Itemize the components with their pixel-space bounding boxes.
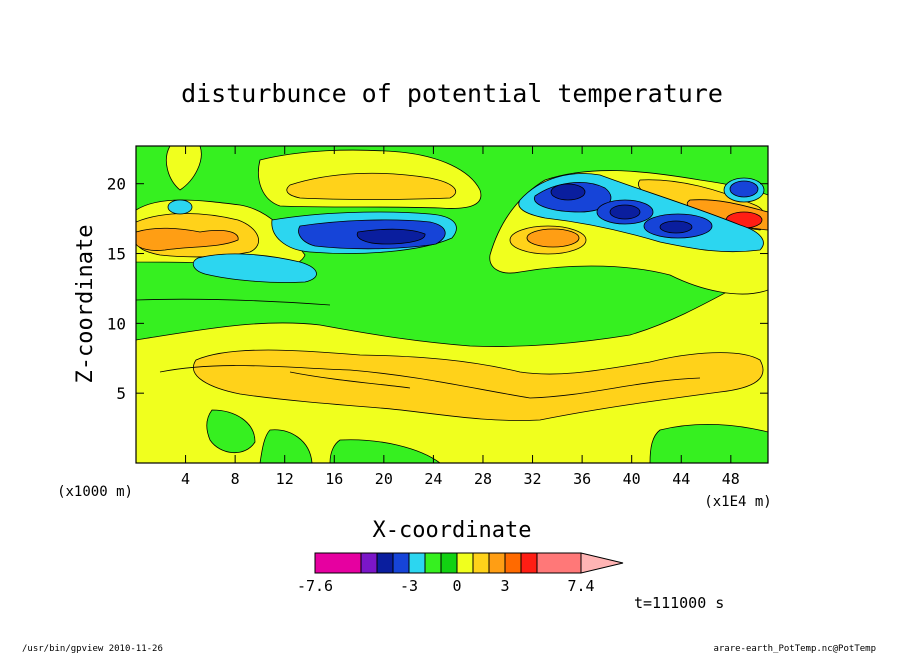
colorbar-swatch-10 [504, 552, 522, 574]
region-orange-band [193, 349, 764, 421]
x-axis-label: X-coordinate [373, 518, 532, 543]
colorbar-label-2: 0 [452, 577, 461, 595]
colorbar-label-0: -7.6 [297, 577, 333, 595]
x-tick-label-11: 48 [722, 470, 740, 488]
region-top-orange [286, 172, 456, 200]
contour-line-1 [159, 365, 701, 399]
x-axis-unit: (x1E4 m) [704, 494, 771, 510]
x-tick-label-8: 36 [573, 470, 591, 488]
y-axis-unit: (x1000 m) [57, 484, 133, 500]
x-tick-label-4: 20 [375, 470, 393, 488]
region-left-dark-orange [136, 227, 239, 251]
region-green-patch-4 [649, 424, 768, 463]
colorbar-swatch-4 [408, 552, 426, 574]
region-green-patch-1 [206, 409, 256, 454]
contour-line-3 [136, 298, 331, 306]
region-top-right-blue [729, 180, 759, 198]
y-axis-label: Z-coordinate [73, 225, 98, 384]
region-left-cyan [192, 253, 317, 283]
region-small-cyan [167, 199, 193, 215]
region-center-navy [356, 228, 426, 245]
colorbar-swatch-1 [360, 552, 378, 574]
colorbar-label-3: 3 [500, 577, 509, 595]
colorbar-swatch-8 [472, 552, 490, 574]
colorbar-swatch-5 [424, 552, 442, 574]
x-tick-label-3: 16 [325, 470, 343, 488]
y-tick-label-3: 20 [107, 175, 126, 194]
plot-frame [135, 145, 769, 464]
x-tick-label-6: 28 [474, 470, 492, 488]
colorbar-swatch-3 [392, 552, 410, 574]
colorbar-swatch-0 [314, 552, 362, 574]
region-right-navy-1 [550, 183, 586, 201]
x-tick-label-7: 32 [524, 470, 542, 488]
footer-left: /usr/bin/gpview 2010-11-26 [22, 644, 163, 654]
colorbar-swatch-9 [488, 552, 506, 574]
colorbar-swatch-11 [520, 552, 538, 574]
x-tick-label-2: 12 [276, 470, 294, 488]
x-tick-label-9: 40 [623, 470, 641, 488]
x-tick-label-1: 8 [231, 470, 240, 488]
region-top-left-yellow [166, 146, 202, 191]
footer-right: arare-earth_PotTemp.nc@PotTemp [713, 644, 876, 654]
colorbar-label-4: 7.4 [567, 577, 594, 595]
x-axis-ticks: 4 8 12 16 20 24 28 32 36 40 44 48 [181, 146, 740, 488]
y-tick-label-2: 15 [107, 245, 126, 264]
contour-field [136, 146, 768, 463]
y-axis-ticks: 5 10 15 20 [107, 175, 768, 403]
region-right-navy-2 [609, 204, 641, 220]
x-tick-label-5: 24 [424, 470, 442, 488]
y-tick-label-1: 10 [107, 314, 126, 333]
colorbar-labels: -7.6 -3 0 3 7.4 [297, 577, 595, 595]
region-right-navy-3 [659, 220, 693, 234]
colorbar-swatch-7 [456, 552, 474, 574]
colorbar-swatch-12 [536, 552, 582, 574]
contour-line-2 [289, 371, 411, 389]
region-orange-center-right-inner [526, 228, 580, 248]
colorbar-swatch-2 [376, 552, 394, 574]
y-tick-label-0: 5 [116, 384, 126, 403]
colorbar-label-1: -3 [400, 577, 418, 595]
colorbar-arrow [580, 552, 624, 574]
region-green-patch-2 [259, 429, 313, 463]
chart-title: disturbunce of potential temperature [181, 79, 723, 108]
colorbar [314, 552, 624, 574]
time-label: t=111000 s [634, 594, 724, 612]
x-tick-label-10: 44 [672, 470, 690, 488]
x-tick-label-0: 4 [181, 470, 190, 488]
colorbar-swatch-6 [440, 552, 458, 574]
